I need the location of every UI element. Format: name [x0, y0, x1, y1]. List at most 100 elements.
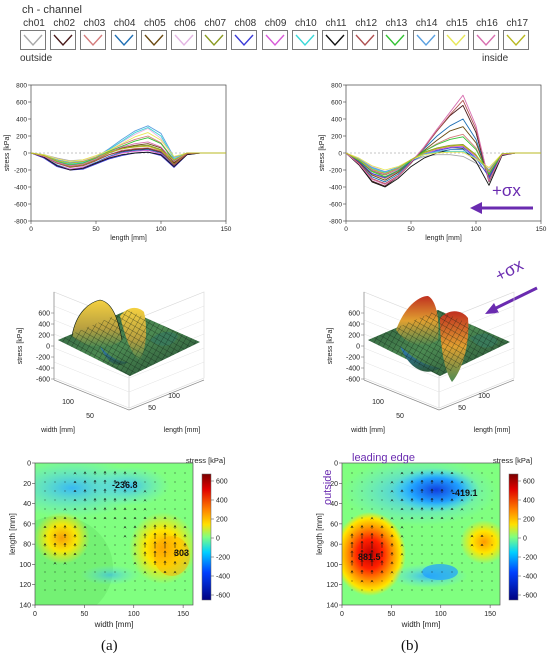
vector-dot: [371, 472, 373, 474]
vector-arrowhead: [400, 552, 404, 556]
x-tick-label: 100: [128, 611, 140, 618]
vector-arrowhead: [390, 542, 394, 546]
vector-dot: [391, 508, 393, 510]
vector-dot: [401, 571, 403, 573]
vector-arrowhead: [133, 507, 137, 511]
y-tick-label: 600: [16, 100, 27, 107]
vector-dot: [491, 517, 493, 519]
legend-item-ch02: ch02: [50, 18, 78, 50]
legend-swatch: [140, 30, 167, 50]
vector-arrowhead: [73, 471, 77, 475]
vector-dot: [164, 508, 166, 510]
vector-arrowhead: [430, 497, 434, 501]
vector-dot: [54, 508, 56, 510]
vector-dot: [451, 535, 453, 537]
vector-dot: [451, 580, 453, 582]
vector-dot: [451, 589, 453, 591]
legend-swatch: [442, 30, 469, 50]
vector-dot: [471, 499, 473, 501]
vector-dot: [154, 589, 156, 591]
vector-arrowhead: [460, 480, 464, 484]
z-tick-label: -400: [36, 366, 50, 373]
vector-arrowhead: [53, 552, 57, 555]
vector-dot: [481, 508, 483, 510]
vector-arrowhead: [103, 516, 107, 520]
vector-dot: [184, 499, 186, 501]
x-tick-label: 50: [387, 611, 395, 618]
vector-arrowhead: [370, 569, 374, 573]
vector-dot: [184, 508, 186, 510]
vector-dot: [411, 526, 413, 528]
x-tick-label: 100: [435, 611, 447, 618]
vector-dot: [44, 481, 46, 483]
z-tick-label: -200: [36, 355, 50, 362]
vector-arrowhead: [133, 552, 137, 555]
x-tick-label: 50: [92, 226, 100, 233]
vector-dot: [64, 472, 66, 474]
x-tick-label: 50: [407, 226, 415, 233]
colorbar-tick-label: 400: [216, 498, 228, 505]
vector-dot: [164, 481, 166, 483]
vector-arrowhead: [390, 561, 394, 564]
vector-dot: [421, 535, 423, 537]
vector-dot: [451, 544, 453, 546]
z-tick-label: 600: [38, 311, 50, 318]
y-tick-label: 0: [334, 461, 338, 468]
vector-arrowhead: [153, 516, 157, 519]
vector-dot: [411, 562, 413, 564]
vector-arrowhead: [183, 552, 187, 555]
legend-swatch: [80, 30, 107, 50]
vector-arrowhead: [430, 470, 434, 474]
vector-dot: [491, 571, 493, 573]
vector-dot: [481, 490, 483, 492]
vector-dot: [134, 571, 136, 573]
z-tick-label: -600: [36, 377, 50, 384]
vector-dot: [491, 508, 493, 510]
vector-arrowhead: [400, 480, 404, 484]
vector-arrowhead: [73, 507, 77, 511]
vector-dot: [124, 571, 126, 573]
heatmap-a: [34, 462, 194, 606]
vector-arrowhead: [410, 507, 414, 510]
z-tick-label: -200: [346, 355, 360, 362]
vector-dot: [491, 580, 493, 582]
x-tick-label: 0: [340, 611, 344, 618]
vector-arrowhead: [360, 579, 364, 583]
vector-arrowhead: [390, 534, 394, 537]
vector-dot: [184, 490, 186, 492]
vector-arrowhead: [163, 516, 167, 520]
legend-item-ch09: ch09: [261, 18, 290, 50]
vector-dot: [64, 589, 66, 591]
y-tick-label: 400: [331, 117, 342, 124]
vector-dot: [421, 562, 423, 564]
vector-arrowhead: [380, 560, 384, 563]
vector-arrowhead: [400, 543, 404, 547]
sigma-arrow-top: +σx: [470, 181, 533, 214]
legend-label: ch02: [53, 18, 76, 29]
vector-arrowhead: [153, 541, 157, 544]
y-axis-label: length [mm]: [8, 513, 17, 555]
vector-dot: [351, 472, 353, 474]
vector-dot: [164, 580, 166, 582]
vector-dot: [401, 562, 403, 564]
legend-label: ch05: [143, 18, 166, 29]
vector-dot: [371, 508, 373, 510]
vector-arrowhead: [43, 552, 47, 556]
vector-arrowhead: [153, 560, 157, 564]
legend-label: ch17: [506, 18, 529, 29]
vector-arrowhead: [360, 569, 364, 573]
vector-arrowhead: [350, 559, 354, 563]
vector-arrowhead: [370, 524, 374, 528]
vector-dot: [371, 499, 373, 501]
vector-dot: [471, 562, 473, 564]
heatmap-b: [341, 462, 501, 606]
vector-dot: [94, 562, 96, 564]
legend-label: ch14: [415, 18, 438, 29]
vector-dot: [381, 589, 383, 591]
vector-arrowhead: [360, 524, 364, 528]
vector-arrowhead: [380, 533, 384, 537]
vector-dot: [104, 589, 106, 591]
vector-arrowhead: [83, 489, 87, 492]
vector-dot: [381, 508, 383, 510]
legend-swatch: [201, 30, 228, 50]
